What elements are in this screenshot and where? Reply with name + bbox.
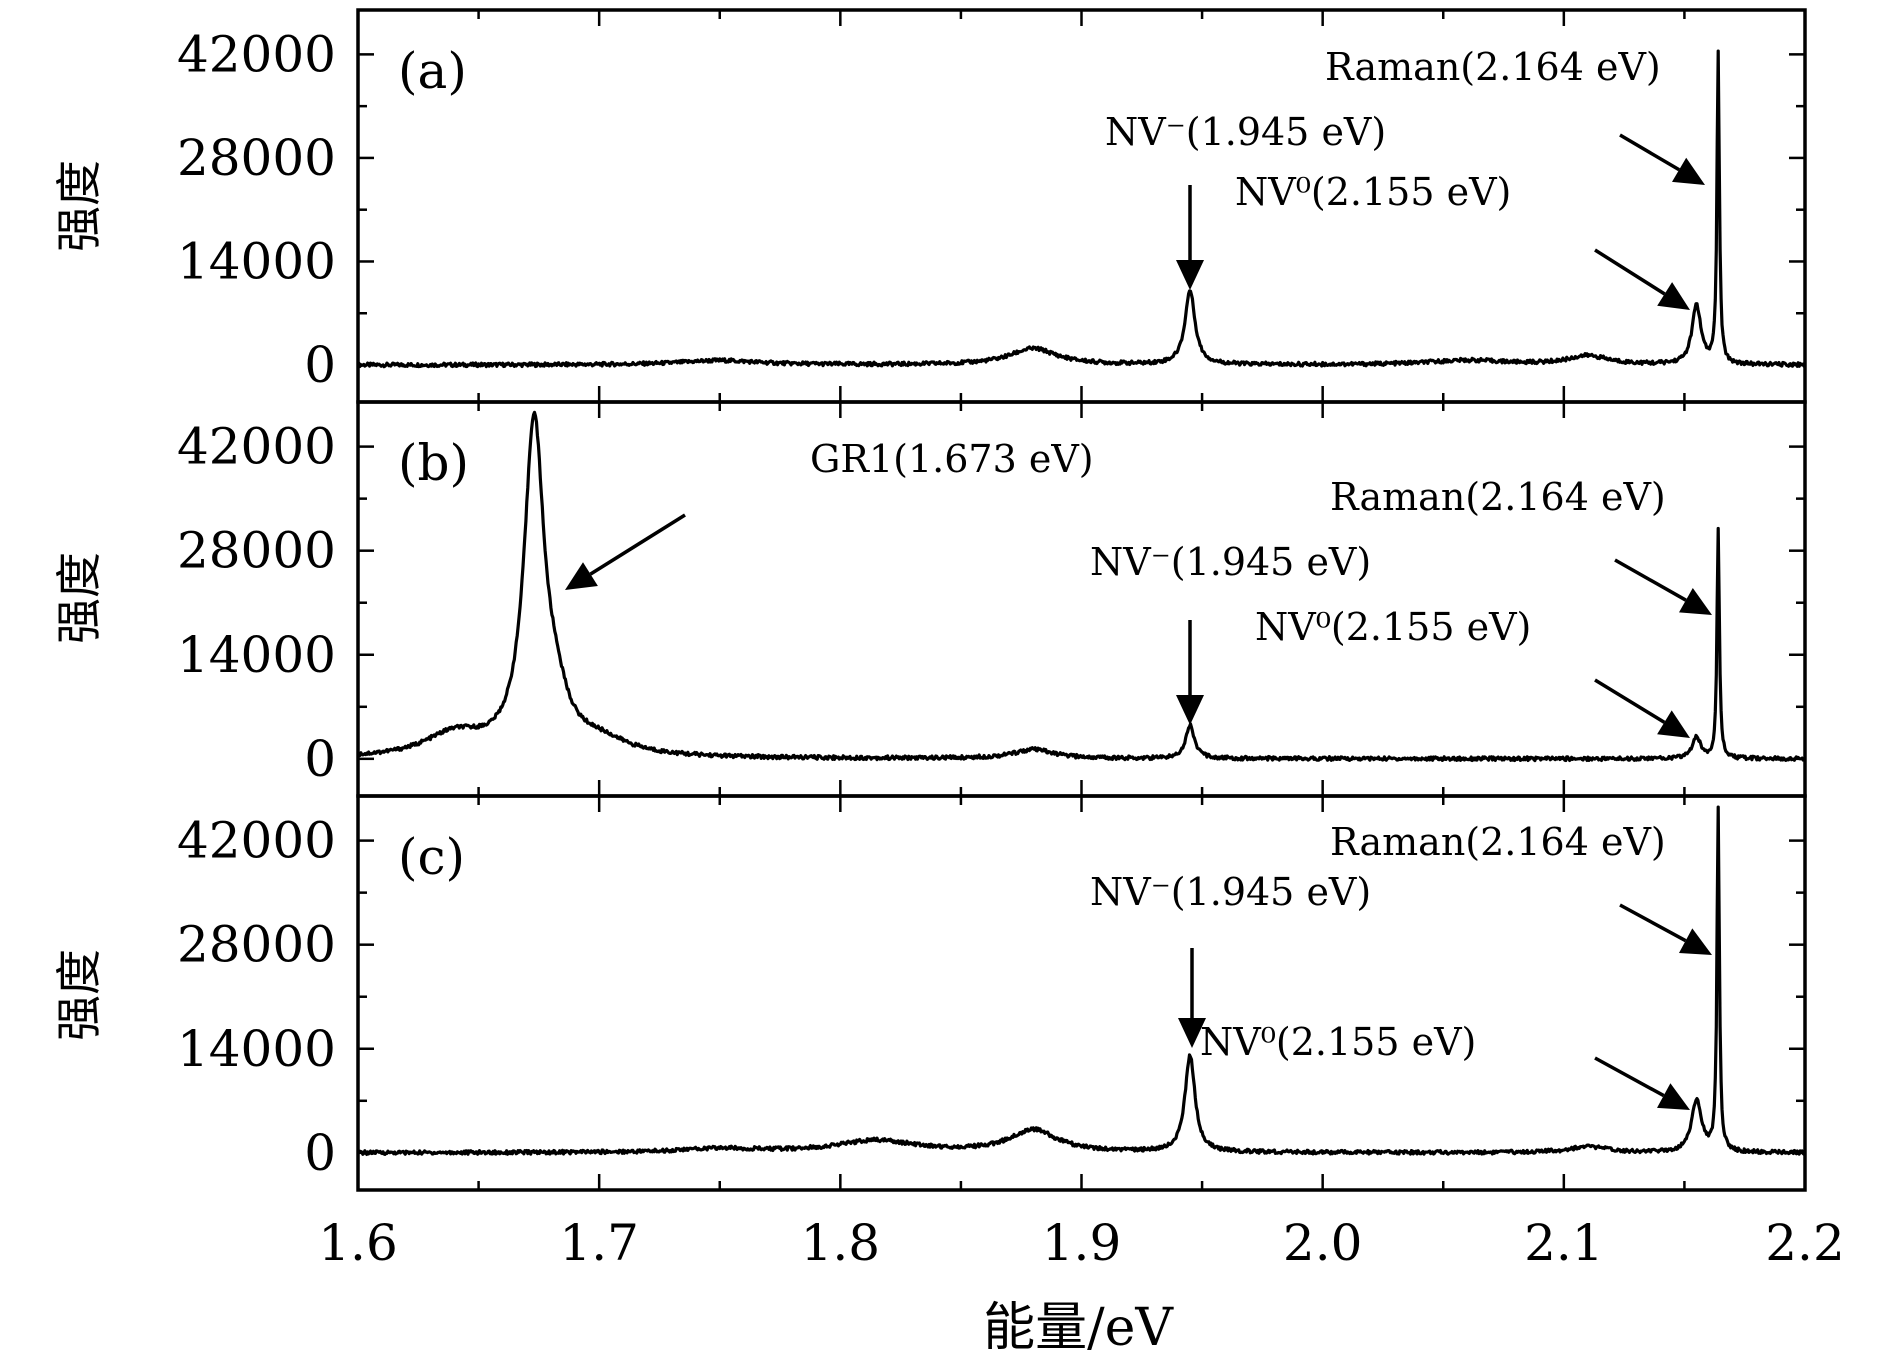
panels-group: 0 14000 28000 42000 (a) 强度 NV⁻(1.945 eV) NV⁰(2.…	[52, 8, 1807, 1192]
x-tick-label: 1.8	[801, 1214, 881, 1272]
panel-label: (a)	[398, 42, 467, 100]
y-tick-label: 0	[304, 336, 336, 394]
panel-label: (c)	[398, 828, 465, 886]
x-axis-label: 能量/eV	[983, 1298, 1174, 1358]
panel-b: 0 14000 28000 42000 (b) 强度 GR1(1.673 eV) NV⁻(1.…	[52, 400, 1807, 798]
arrow-head	[1657, 282, 1690, 310]
y-axis-label: 强度	[52, 160, 106, 252]
y-tick-label: 28000	[177, 916, 336, 974]
y-tick-label: 28000	[177, 522, 336, 580]
y-tick-label: 42000	[177, 25, 336, 83]
y-tick-label: 42000	[177, 418, 336, 476]
arrow-head	[1657, 1083, 1690, 1110]
x-tick-label: 2.2	[1765, 1214, 1845, 1272]
spectrum-line	[356, 49, 1807, 369]
annotation-nv0: NV⁰(2.155 eV)	[1200, 1020, 1476, 1064]
arrow-shaft	[1594, 678, 1666, 724]
arrow-head	[1672, 157, 1705, 185]
arrow-shaft	[1619, 133, 1681, 172]
x-tick-label: 1.9	[1042, 1214, 1122, 1272]
annotation-nvm: NV⁻(1.945 eV)	[1090, 540, 1371, 584]
annotation-nvm: NV⁻(1.945 eV)	[1105, 110, 1386, 154]
arrow-shaft	[1619, 903, 1687, 943]
arrow-head	[1176, 695, 1204, 725]
annotation-raman: Raman(2.164 eV)	[1330, 820, 1666, 864]
arrow-head	[565, 562, 598, 590]
annotation-nv0: NV⁰(2.155 eV)	[1235, 170, 1511, 214]
spectrum-line	[356, 410, 1806, 763]
arrow-shaft	[589, 513, 686, 576]
y-tick-label: 28000	[177, 129, 336, 187]
arrow-head	[1679, 928, 1712, 955]
spectrum-line	[357, 805, 1806, 1156]
panel-a: 0 14000 28000 42000 (a) 强度 NV⁻(1.945 eV) NV⁰(2.…	[52, 8, 1807, 404]
x-tick-label: 2.0	[1283, 1214, 1363, 1272]
y-axis-label: 强度	[52, 552, 106, 644]
y-tick-label: 14000	[177, 232, 336, 290]
x-axis: 1.6 1.7 1.8 1.9 2.0 2.1 2.2	[318, 1214, 1845, 1272]
arrow-shaft	[1594, 248, 1666, 296]
arrow-head	[1679, 588, 1712, 615]
annotation-raman: Raman(2.164 eV)	[1325, 45, 1661, 89]
annotation-nvm: NV⁻(1.945 eV)	[1090, 870, 1371, 914]
y-axis-label: 强度	[52, 949, 106, 1041]
annotation-gr1: GR1(1.673 eV)	[810, 437, 1094, 481]
y-tick-label: 0	[304, 1124, 336, 1182]
x-tick-label: 1.6	[318, 1214, 398, 1272]
annotation-nv0: NV⁰(2.155 eV)	[1255, 605, 1531, 649]
annotation-raman: Raman(2.164 eV)	[1330, 475, 1666, 519]
arrow-head	[1176, 260, 1204, 290]
arrow-shaft	[1614, 558, 1687, 602]
x-tick-label: 1.7	[559, 1214, 639, 1272]
y-tick-label: 0	[304, 730, 336, 788]
y-tick-label: 14000	[177, 626, 336, 684]
panel-label: (b)	[398, 434, 469, 492]
y-tick-label: 14000	[177, 1020, 336, 1078]
x-tick-label: 2.1	[1524, 1214, 1604, 1272]
arrow-shaft	[1594, 1056, 1665, 1098]
arrow-head	[1178, 1018, 1206, 1048]
y-tick-label: 42000	[177, 812, 336, 870]
panel-c: 0 14000 28000 42000 (c) 强度 NV⁻(1.945 eV) NV⁰(2.…	[52, 794, 1807, 1192]
arrow-head	[1657, 710, 1690, 738]
